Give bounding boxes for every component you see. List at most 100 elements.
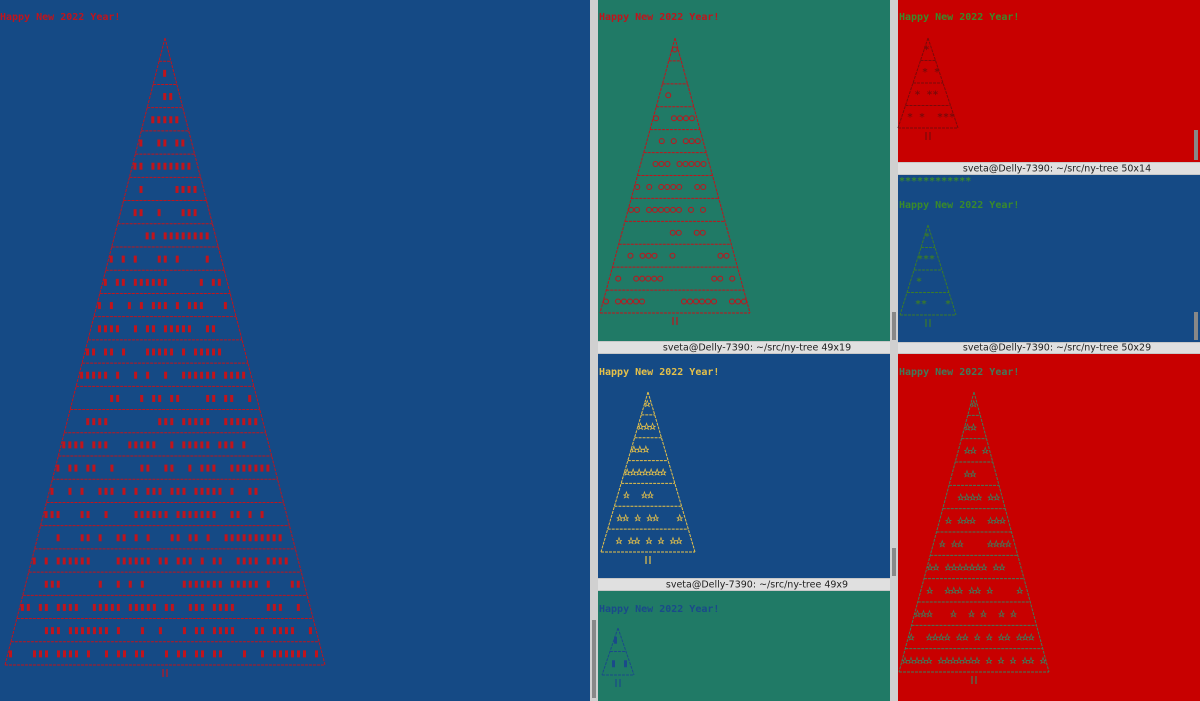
scrollbar[interactable] <box>592 620 596 698</box>
tree-part <box>303 650 306 658</box>
tree-part <box>627 252 634 259</box>
tree-part <box>163 278 167 286</box>
title-bar[interactable] <box>898 343 1200 353</box>
scrollbar[interactable] <box>1194 130 1198 160</box>
tree-part <box>164 511 168 519</box>
tree-part <box>151 116 155 124</box>
tree-part <box>932 632 939 641</box>
tree-part <box>901 656 909 665</box>
tree-part <box>206 348 210 356</box>
tree-part <box>284 627 288 635</box>
title-bar[interactable] <box>898 163 1200 174</box>
tree-part <box>975 492 982 501</box>
tree-part <box>158 348 162 356</box>
tree-part <box>236 534 240 542</box>
tree-part <box>176 394 180 402</box>
tree-part <box>86 511 90 519</box>
tree-part <box>122 348 126 356</box>
tree-part <box>181 185 185 193</box>
scrollbar[interactable] <box>892 548 896 576</box>
tree-part <box>169 325 173 333</box>
tree-part <box>639 298 645 305</box>
tree-part <box>139 185 143 193</box>
tree-part <box>230 580 234 588</box>
tree-part <box>158 487 162 495</box>
tree-part: * <box>923 254 929 265</box>
tree-part <box>158 557 162 565</box>
tree-part <box>211 278 215 286</box>
greeting: Happy New 2022 Year! <box>599 604 719 615</box>
tree-part <box>62 557 66 565</box>
tree-part <box>163 162 167 170</box>
tree-part <box>925 656 933 665</box>
tree-part <box>44 580 48 588</box>
tree-part <box>74 603 78 611</box>
tree-part <box>105 650 108 658</box>
tree-part <box>200 603 204 611</box>
tree-part <box>675 536 683 545</box>
tree-part <box>50 487 54 495</box>
tree-part <box>623 467 631 476</box>
tree-part <box>175 162 179 170</box>
tree-part <box>128 603 132 611</box>
tree-part <box>272 627 276 635</box>
tree-part <box>200 627 204 635</box>
tree-part <box>629 467 637 476</box>
tree-part <box>62 603 66 611</box>
tree-part <box>621 298 627 305</box>
tree-part <box>145 232 149 240</box>
tree-part <box>20 603 24 611</box>
tree-part <box>169 93 173 101</box>
tree-part <box>248 487 252 495</box>
tree-part <box>646 206 652 213</box>
tree <box>898 391 1050 684</box>
tree-part <box>140 441 144 449</box>
tree-part <box>700 206 706 213</box>
title-bar[interactable] <box>598 579 890 590</box>
tree-part <box>139 278 143 286</box>
tree-part <box>194 580 198 588</box>
tree-part <box>218 557 222 565</box>
tree-part <box>735 298 741 305</box>
tree-part <box>266 534 270 542</box>
pane <box>0 0 590 701</box>
tree-part <box>999 516 1006 525</box>
tree-part <box>175 116 179 124</box>
tree-part <box>188 418 192 426</box>
tree-part <box>75 650 78 658</box>
tree-part <box>56 603 60 611</box>
tree-part <box>670 206 676 213</box>
tree-part: * <box>915 299 921 310</box>
tree-part <box>181 209 185 217</box>
tree-part <box>657 536 665 545</box>
tree-part <box>677 115 683 122</box>
tree-part <box>296 603 300 611</box>
greeting: Happy New 2022 Year! <box>899 367 1019 378</box>
tree-part <box>205 232 209 240</box>
tree-part <box>985 656 993 665</box>
tree-part <box>169 232 173 240</box>
tree-part <box>1009 656 1017 665</box>
tree-part <box>634 513 641 522</box>
tree-part <box>176 487 180 495</box>
tree-part <box>188 441 192 449</box>
scrollbar[interactable] <box>892 312 896 340</box>
tree-part <box>146 348 150 356</box>
tree-part <box>56 511 60 519</box>
tree-part <box>170 441 174 449</box>
tree-part <box>134 441 138 449</box>
tree-part <box>907 656 915 665</box>
tree-part <box>236 371 240 379</box>
tree-part <box>69 650 72 658</box>
divider <box>890 0 898 701</box>
tree-part <box>164 557 168 565</box>
title-bar[interactable] <box>598 342 890 353</box>
tree-part <box>956 632 963 641</box>
tree-part <box>967 656 975 665</box>
tree-part <box>187 302 191 310</box>
tree-part <box>110 603 114 611</box>
tree-part <box>964 422 971 431</box>
scrollbar[interactable] <box>1194 312 1198 340</box>
tree-part <box>187 209 191 217</box>
tree-part <box>925 132 931 140</box>
